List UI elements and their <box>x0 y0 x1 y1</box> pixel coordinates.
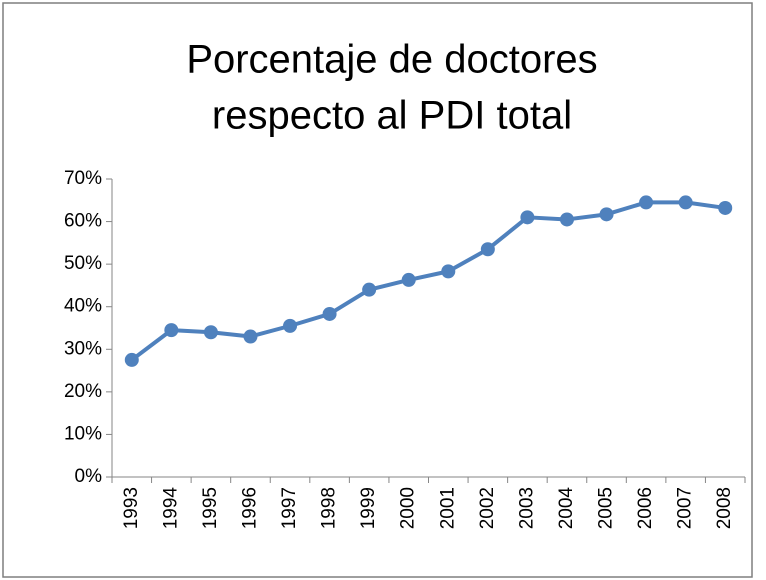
y-tick-label: 20% <box>64 381 102 402</box>
x-tick-label: 2003 <box>516 487 537 529</box>
y-tick-label: 10% <box>64 423 102 444</box>
data-point <box>283 318 298 333</box>
y-tick-label: 70% <box>64 168 102 189</box>
x-tick-label: 1994 <box>160 487 181 530</box>
chart-title: respecto al PDI total <box>212 94 572 138</box>
data-point <box>639 195 654 210</box>
data-point <box>718 200 733 215</box>
x-tick-label: 2008 <box>714 487 735 529</box>
y-tick-label: 50% <box>64 253 102 274</box>
x-tick-label: 2005 <box>596 487 617 529</box>
data-point <box>164 323 179 338</box>
y-tick-label: 60% <box>64 211 102 232</box>
chart-border <box>2 2 753 578</box>
data-point <box>362 282 377 297</box>
x-tick-label: 2001 <box>437 487 458 529</box>
x-tick-label: 2002 <box>477 487 498 529</box>
series-line <box>130 200 726 362</box>
y-tick-label: 0% <box>75 466 103 487</box>
x-tick-label: 1995 <box>200 487 221 529</box>
data-point <box>480 242 495 257</box>
x-tick-label: 1999 <box>358 487 379 529</box>
data-point <box>124 352 139 367</box>
data-point <box>441 264 456 279</box>
x-tick-label: 1998 <box>319 487 340 529</box>
y-tick-label: 40% <box>64 296 102 317</box>
data-point <box>322 306 337 321</box>
data-point <box>243 329 258 344</box>
chart-title: Porcentaje de doctores <box>186 38 597 82</box>
data-point <box>678 195 693 210</box>
y-tick-label: 30% <box>64 338 102 359</box>
x-tick-label: 2007 <box>675 487 696 529</box>
x-tick-label: 2004 <box>556 487 577 530</box>
data-point <box>203 325 218 340</box>
data-point <box>401 272 416 287</box>
data-point <box>599 207 614 222</box>
x-tick-label: 1993 <box>121 487 142 529</box>
data-point <box>520 210 535 225</box>
x-tick-label: 1997 <box>279 487 300 529</box>
data-point <box>559 212 574 227</box>
x-tick-label: 2006 <box>635 487 656 529</box>
x-tick-label: 2000 <box>398 487 419 529</box>
x-tick-label: 1996 <box>239 487 260 529</box>
